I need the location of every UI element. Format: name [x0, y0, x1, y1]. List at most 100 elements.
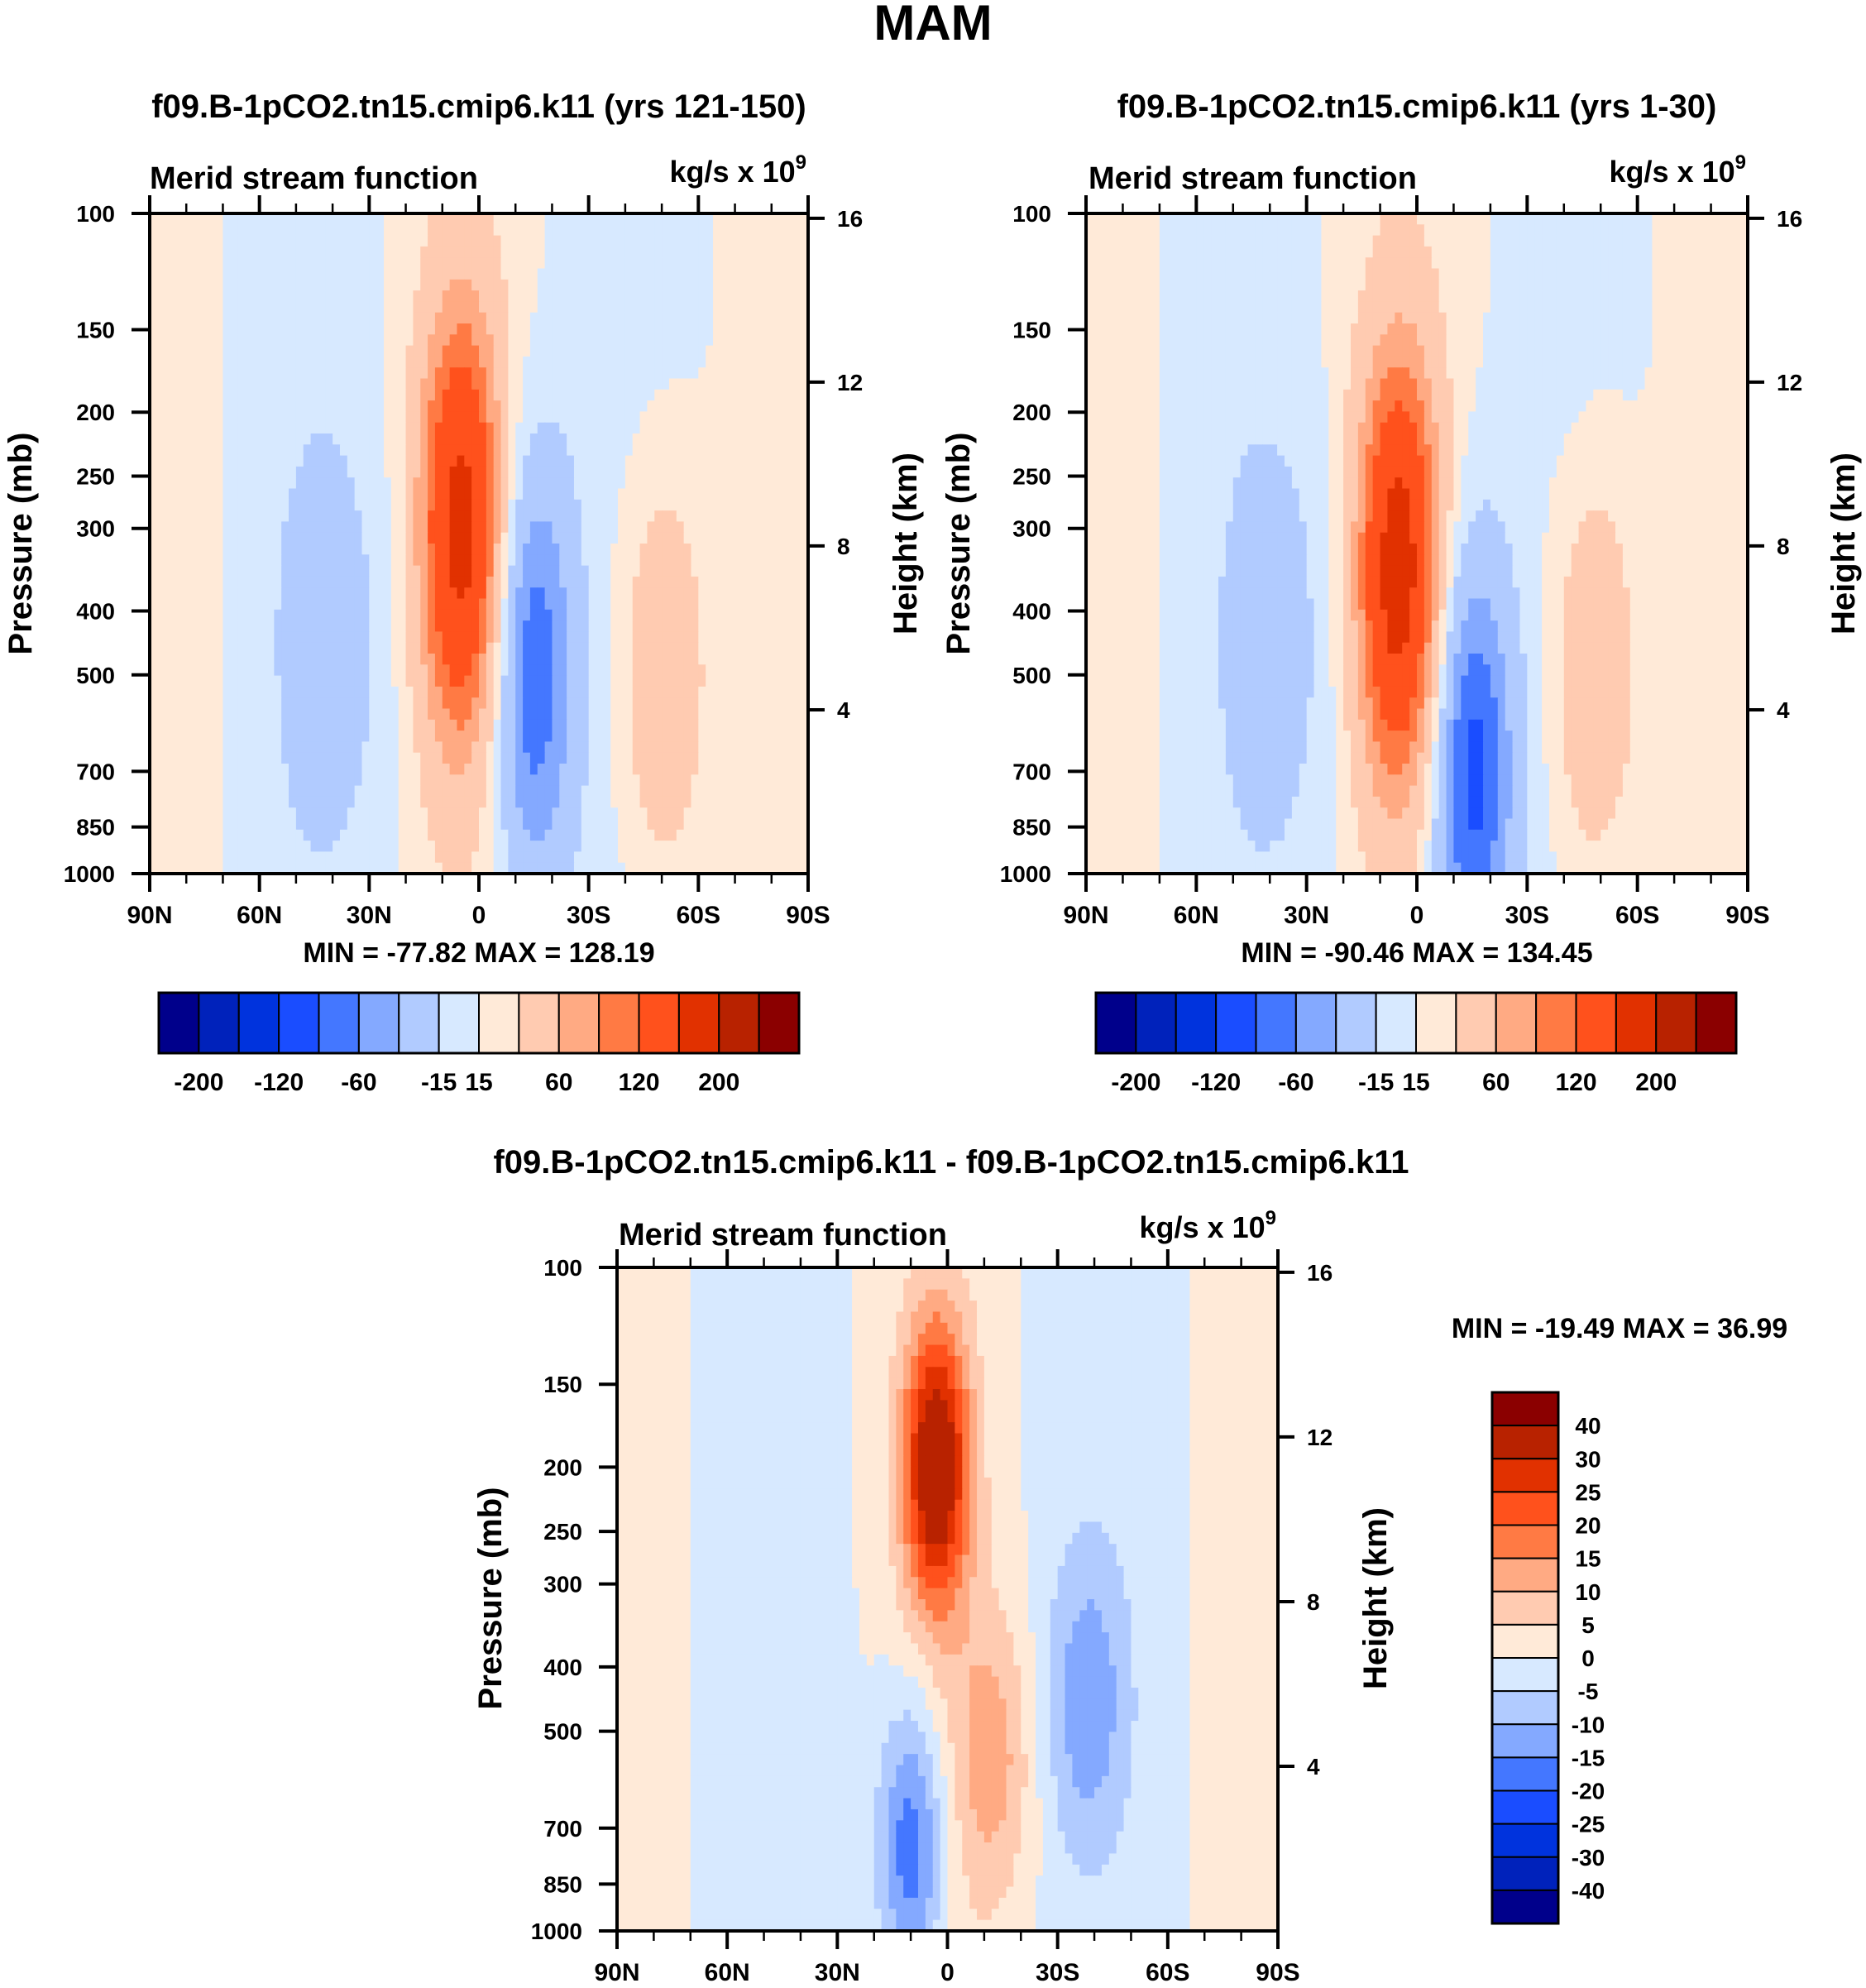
contour-cell: [318, 444, 326, 457]
contour-cell: [222, 312, 231, 324]
contour-cell: [559, 708, 567, 721]
contour-cell: [442, 774, 451, 787]
contour-cell: [333, 664, 341, 677]
contour-cell: [215, 554, 224, 567]
contour-cell: [508, 400, 516, 412]
contour-cell: [596, 499, 604, 511]
contour-cell: [639, 400, 648, 412]
contour-cell: [763, 455, 773, 467]
contour-cell: [215, 587, 224, 600]
contour-cell: [361, 731, 370, 742]
contour-cell: [749, 654, 758, 665]
contour-cell: [508, 686, 516, 698]
contour-cell: [413, 510, 421, 522]
contour-cell: [194, 686, 202, 698]
contour-cell: [552, 521, 560, 534]
contour-cell: [603, 741, 611, 754]
contour-cell: [295, 532, 304, 544]
contour-cell: [398, 654, 407, 665]
contour-cell: [171, 334, 179, 347]
contour-cell: [544, 422, 553, 434]
contour-cell: [529, 609, 538, 621]
contour-cell: [237, 731, 246, 742]
contour-cell: [457, 488, 465, 501]
contour-cell: [771, 654, 780, 665]
contour-cell: [515, 466, 524, 478]
contour-cell: [215, 323, 224, 335]
contour-cell: [215, 378, 224, 390]
contour-cell: [668, 488, 677, 501]
contour-cell: [757, 257, 765, 270]
contour-cell: [457, 510, 465, 522]
contour-cell: [222, 290, 231, 302]
contour-cell: [215, 675, 224, 687]
contour-cell: [295, 544, 304, 555]
contour-cell: [405, 345, 414, 357]
contour-cell: [244, 521, 253, 534]
contour-cell: [610, 367, 619, 380]
contour-cell: [573, 235, 582, 247]
contour-cell: [479, 268, 487, 280]
contour-cell: [164, 654, 173, 665]
contour-cell: [200, 334, 209, 347]
contour-cell: [156, 235, 165, 247]
contour-cell: [237, 708, 246, 721]
contour-cell: [786, 642, 794, 654]
contour-cell: [515, 785, 524, 798]
contour-cell: [361, 334, 370, 347]
contour-cell: [515, 532, 524, 544]
contour-cell: [339, 576, 348, 588]
contour-cell: [390, 488, 400, 501]
contour-cell: [529, 521, 538, 534]
contour-cell: [508, 642, 516, 654]
contour-cell: [632, 323, 641, 335]
contour-cell: [369, 708, 377, 721]
contour-cell: [281, 818, 289, 831]
contour-cell: [420, 389, 428, 401]
contour-cell: [339, 434, 348, 445]
contour-cell: [567, 708, 575, 721]
contour-cell: [333, 257, 341, 270]
contour-cell: [464, 774, 472, 787]
contour-cell: [208, 246, 217, 258]
contour-cell: [706, 708, 714, 721]
contour-cell: [706, 290, 714, 302]
contour-cell: [186, 686, 194, 698]
contour-cell: [471, 334, 480, 347]
contour-cell: [457, 257, 465, 270]
contour-cell: [763, 532, 773, 544]
contour-cell: [493, 752, 502, 764]
contour-cell: [529, 334, 538, 347]
contour-cell: [668, 752, 677, 764]
contour-cell: [559, 587, 567, 600]
contour-cell: [171, 654, 179, 665]
contour-cell: [405, 367, 414, 380]
contour-cell: [150, 544, 158, 555]
contour-cell: [434, 246, 443, 258]
contour-cell: [369, 323, 377, 335]
contour-cell: [281, 488, 289, 501]
contour-cell: [654, 477, 663, 490]
contour-cell: [405, 609, 414, 621]
contour-cell: [515, 565, 524, 577]
contour-cell: [376, 235, 385, 247]
contour-cell: [164, 576, 173, 588]
contour-cell: [464, 268, 472, 280]
contour-cell: [390, 334, 400, 347]
contour-cell: [508, 334, 516, 347]
contour-cell: [434, 268, 443, 280]
contour-cell: [573, 642, 582, 654]
contour-cell: [449, 598, 458, 611]
contour-cell: [596, 774, 604, 787]
contour-cell: [493, 697, 502, 710]
contour-cell: [567, 345, 575, 357]
contour-cell: [676, 477, 685, 490]
contour-cell: [179, 544, 187, 555]
contour-cell: [171, 356, 179, 368]
contour-cell: [222, 764, 231, 775]
contour-cell: [552, 576, 560, 588]
contour-cell: [171, 510, 179, 522]
contour-cell: [801, 609, 809, 621]
contour-cell: [318, 290, 326, 302]
contour-cell: [457, 235, 465, 247]
